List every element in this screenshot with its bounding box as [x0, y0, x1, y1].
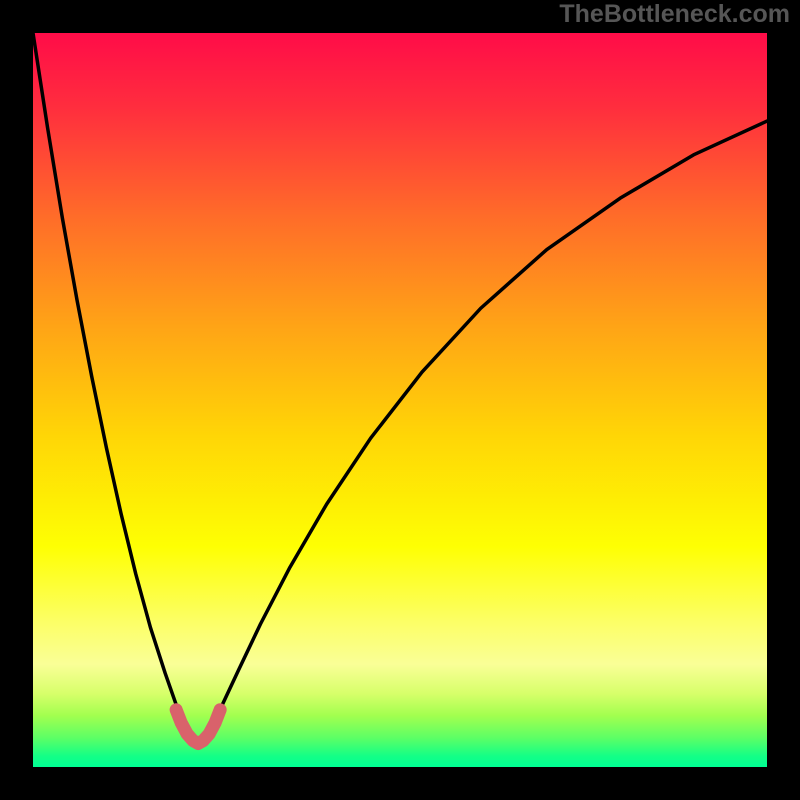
bottleneck-chart: [33, 33, 767, 767]
watermark-text: TheBottleneck.com: [559, 0, 790, 29]
chart-area: [33, 33, 767, 767]
